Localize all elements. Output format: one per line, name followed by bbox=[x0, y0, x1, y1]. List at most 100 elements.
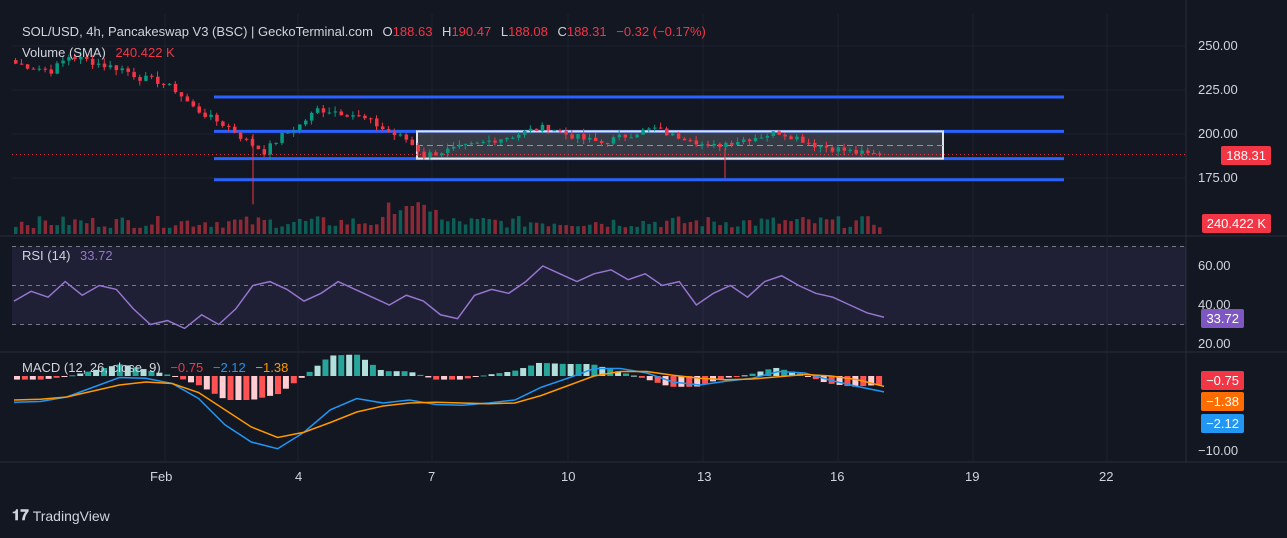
volume-bar bbox=[422, 204, 426, 234]
candle bbox=[866, 150, 870, 154]
volume-bar bbox=[676, 216, 681, 234]
volume-bar bbox=[244, 216, 249, 234]
macd-histogram-bar bbox=[314, 365, 321, 376]
rsi-legend: RSI (14) 33.72 bbox=[22, 248, 119, 263]
volume-bar bbox=[623, 227, 628, 234]
volume-bar bbox=[546, 226, 551, 234]
candle bbox=[369, 118, 373, 120]
volume-bar bbox=[227, 221, 231, 234]
volume-bar bbox=[380, 216, 385, 234]
volume-bar bbox=[215, 222, 219, 234]
candle bbox=[440, 153, 444, 156]
candle bbox=[85, 56, 89, 59]
volume-bar bbox=[599, 223, 604, 234]
candle bbox=[363, 115, 367, 119]
macd-line-value: −2.12 bbox=[212, 360, 246, 375]
volume-bar bbox=[605, 226, 610, 234]
candle bbox=[404, 134, 409, 140]
volume-bar bbox=[446, 221, 450, 234]
candle bbox=[386, 129, 391, 133]
macd-tick: −10.00 bbox=[1198, 443, 1239, 458]
macd-histogram-bar bbox=[211, 376, 218, 394]
volume-bar bbox=[274, 227, 278, 234]
macd-histogram-bar bbox=[630, 375, 637, 377]
volume-bar bbox=[238, 219, 243, 234]
candle bbox=[517, 134, 521, 138]
candle bbox=[428, 152, 432, 157]
volume-bar bbox=[203, 222, 207, 234]
macd-histogram-bar bbox=[116, 364, 123, 376]
close-label: C bbox=[557, 24, 567, 39]
macd-histogram-bar bbox=[678, 376, 685, 387]
candle bbox=[410, 139, 415, 145]
macd-histogram-bar bbox=[836, 376, 843, 385]
volume-bar bbox=[197, 224, 201, 234]
macd-histogram-bar bbox=[306, 371, 313, 376]
candle bbox=[552, 130, 557, 132]
volume-bar bbox=[416, 202, 420, 234]
candle bbox=[250, 139, 255, 146]
candle bbox=[641, 129, 645, 135]
volume-bar bbox=[475, 218, 480, 234]
macd-histogram-bar bbox=[425, 376, 432, 378]
volume-bar bbox=[345, 224, 349, 234]
candle bbox=[422, 151, 426, 157]
macd-histogram-bar bbox=[551, 363, 558, 376]
candle bbox=[416, 144, 420, 152]
volume-bar bbox=[522, 226, 527, 234]
macd-histogram-bar bbox=[765, 369, 772, 376]
macd-histogram-bar bbox=[694, 376, 701, 387]
candle bbox=[351, 115, 355, 117]
volume-bar bbox=[511, 218, 515, 234]
candle bbox=[339, 111, 344, 116]
volume-bar bbox=[564, 225, 568, 234]
volume-bar bbox=[434, 209, 438, 234]
change-value: −0.32 (−0.17%) bbox=[616, 24, 706, 39]
volume-bar bbox=[268, 219, 272, 234]
candle bbox=[102, 63, 107, 68]
macd-histogram-bar bbox=[14, 376, 20, 380]
macd-histogram-bar bbox=[512, 370, 519, 376]
candle bbox=[43, 68, 48, 70]
candle bbox=[670, 133, 675, 136]
volume-bar bbox=[736, 226, 740, 234]
volume-bar bbox=[31, 227, 36, 234]
volume-bar bbox=[688, 221, 693, 234]
volume-bar bbox=[375, 224, 379, 234]
macd-histogram-bar bbox=[433, 376, 440, 380]
volume-bar bbox=[85, 223, 89, 234]
macd-histogram-bar bbox=[148, 370, 155, 376]
tradingview-logo-icon: 𝟏𝟕 bbox=[12, 507, 29, 524]
macd-legend: MACD (12, 26, close, 9) −0.75 −2.12 −1.3… bbox=[22, 360, 294, 375]
volume-bar bbox=[451, 218, 456, 234]
volume-bar bbox=[256, 217, 261, 234]
candle bbox=[564, 131, 568, 135]
candle bbox=[724, 142, 728, 148]
volume-bar bbox=[19, 221, 24, 234]
volume-bar bbox=[156, 216, 160, 234]
candle bbox=[741, 139, 746, 143]
volume-bar bbox=[37, 216, 42, 234]
macd-histogram-bar bbox=[401, 371, 408, 376]
candle bbox=[872, 153, 876, 155]
volume-bar bbox=[724, 222, 728, 234]
macd-histogram-bar bbox=[464, 376, 471, 379]
macd-histogram-bar bbox=[101, 368, 107, 376]
candle bbox=[120, 68, 125, 71]
volume-bar bbox=[363, 223, 367, 234]
macd-histogram-bar bbox=[615, 371, 622, 376]
candle bbox=[375, 118, 379, 127]
volume-bar bbox=[286, 224, 290, 234]
macd-histogram-bar bbox=[164, 374, 171, 376]
candle bbox=[605, 143, 610, 145]
candle bbox=[292, 130, 296, 133]
volume-bar bbox=[682, 223, 687, 234]
time-label: Feb bbox=[150, 469, 173, 484]
volume-bar bbox=[221, 227, 225, 234]
rsi-value: 33.72 bbox=[80, 248, 113, 263]
candle bbox=[463, 143, 468, 145]
volume-bar bbox=[842, 227, 847, 234]
tradingview-brand[interactable]: 𝟏𝟕 TradingView bbox=[12, 507, 110, 524]
volume-bar bbox=[49, 225, 54, 234]
